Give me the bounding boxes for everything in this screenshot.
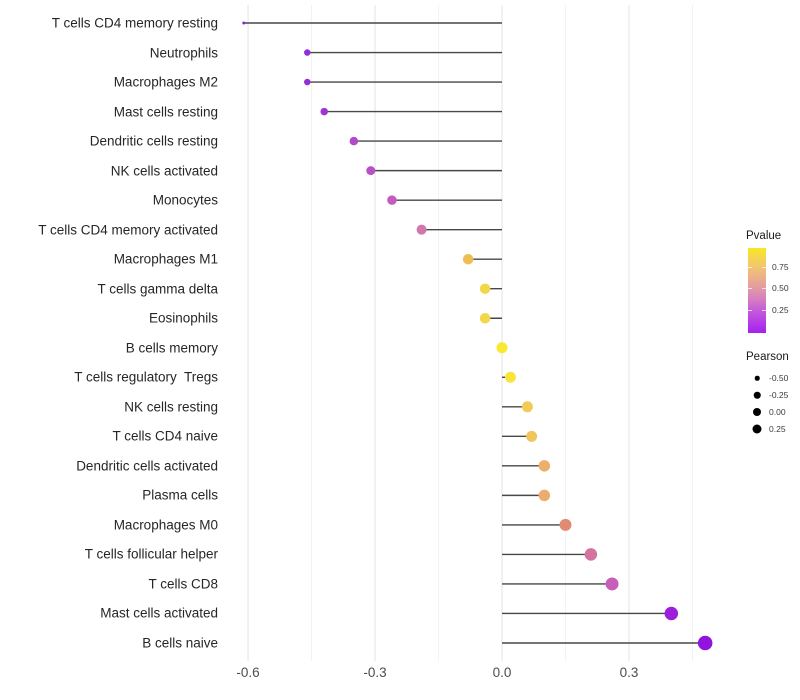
- pearson-legend-dot: [753, 391, 761, 399]
- lollipop-dot: [479, 283, 491, 294]
- lollipop-dot: [462, 253, 474, 265]
- colorbar-tick: [762, 310, 766, 312]
- y-axis-label: Mast cells resting: [113, 104, 218, 120]
- x-axis-tick-label: 0.3: [619, 665, 639, 680]
- y-axis-label: Neutrophils: [149, 45, 218, 61]
- lollipop-dot: [416, 224, 427, 235]
- y-axis-label: T cells gamma delta: [97, 281, 218, 297]
- y-axis-label: Plasma cells: [142, 487, 218, 503]
- lollipop-dot: [584, 548, 598, 561]
- y-axis-label: T cells follicular helper: [84, 546, 218, 562]
- y-axis-label: Dendritic cells activated: [76, 458, 218, 474]
- lollipop-dot: [304, 49, 311, 56]
- lollipop-dot: [521, 401, 533, 413]
- pvalue-tick-label: 0.50: [772, 282, 789, 293]
- pearson-legend-label: 0.25: [769, 424, 786, 434]
- colorbar-tick: [748, 266, 752, 268]
- y-axis-label: Eosinophils: [148, 310, 218, 326]
- colorbar-tick: [762, 287, 766, 289]
- lollipop-dot: [387, 195, 397, 205]
- lollipop-dot: [479, 312, 491, 324]
- lollipop-dot: [664, 606, 679, 621]
- y-axis-label: Dendritic cells resting: [89, 133, 218, 149]
- y-axis-label: Macrophages M0: [113, 517, 218, 533]
- lollipop-dot: [320, 107, 328, 116]
- pearson-legend-label: 0.00: [769, 407, 786, 417]
- lollipop-dot: [496, 342, 508, 354]
- pvalue-tick-label: 0.75: [772, 261, 789, 272]
- pearson-legend-dot: [752, 424, 762, 434]
- x-axis-tick-label: -0.6: [236, 665, 260, 680]
- lollipop-dot: [605, 577, 619, 591]
- pearson-legend-label: -0.50: [769, 373, 789, 383]
- colorbar-tick: [748, 287, 752, 289]
- colorbar-tick: [762, 266, 766, 268]
- y-axis-label: B cells memory: [125, 340, 218, 356]
- y-axis-label: T cells CD8: [148, 576, 218, 592]
- y-axis-label: T cells CD4 memory activated: [38, 222, 218, 238]
- pearson-legend-title: Pearson: [746, 351, 789, 363]
- x-axis-tick-label: 0.0: [492, 665, 512, 680]
- x-axis-tick-label: -0.3: [363, 665, 387, 680]
- pvalue-legend-title: Pvalue: [746, 230, 782, 242]
- pvalue-colorbar: [748, 248, 766, 333]
- y-axis-label: Mast cells activated: [100, 605, 218, 621]
- y-axis-label: T cells CD4 memory resting: [51, 15, 218, 31]
- lollipop-dot: [538, 489, 551, 502]
- y-axis-label: NK cells activated: [110, 163, 218, 179]
- y-axis-label: NK cells resting: [124, 399, 218, 415]
- lollipop-dot: [504, 371, 516, 383]
- y-axis-label: T cells regulatory Tregs: [74, 369, 218, 385]
- lollipop-dot: [366, 166, 376, 176]
- lollipop-dot: [559, 518, 572, 531]
- lollipop-dot: [526, 430, 538, 442]
- pearson-legend-dot: [753, 408, 761, 416]
- pearson-legend-dot: [754, 375, 760, 381]
- pearson-legend-label: -0.25: [769, 390, 789, 400]
- lollipop-dot: [349, 136, 359, 146]
- pvalue-tick-label: 0.25: [772, 305, 789, 316]
- y-axis-label: T cells CD4 naive: [112, 428, 218, 444]
- y-axis-label: Macrophages M2: [113, 74, 218, 90]
- y-axis-label: Macrophages M1: [113, 251, 218, 267]
- y-axis-label: B cells naive: [142, 635, 218, 651]
- lollipop-dot: [538, 460, 551, 472]
- lollipop-dot: [697, 635, 713, 651]
- y-axis-label: Monocytes: [152, 192, 218, 208]
- lollipop-dot: [304, 78, 311, 86]
- colorbar-tick: [748, 310, 752, 312]
- lollipop-dot: [242, 21, 246, 25]
